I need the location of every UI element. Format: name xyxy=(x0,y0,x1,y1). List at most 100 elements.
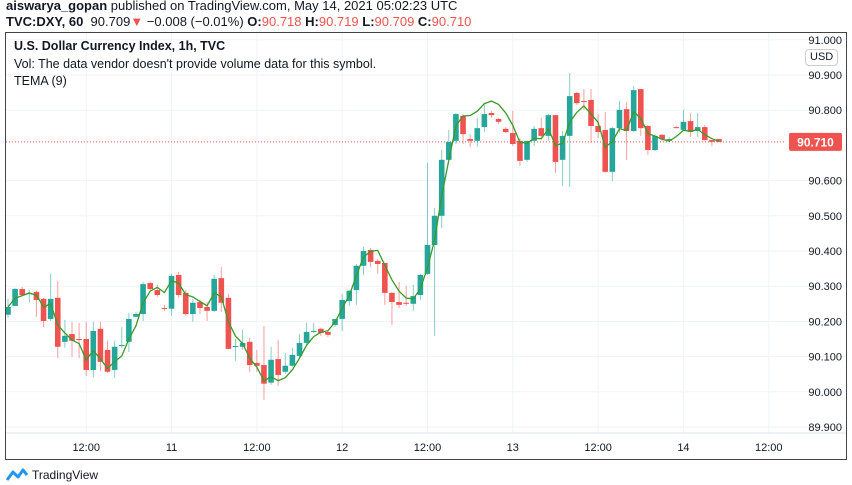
candle-body xyxy=(47,298,54,319)
chart-title: U.S. Dollar Currency Index, 1h, TVC xyxy=(14,39,226,53)
candle-body xyxy=(325,331,331,335)
candle xyxy=(652,134,658,152)
candle-body xyxy=(303,331,310,343)
currency-button[interactable]: USD xyxy=(805,49,839,66)
chart-frame xyxy=(5,32,847,460)
candle xyxy=(111,340,118,378)
candle-body xyxy=(630,90,637,131)
candle xyxy=(12,287,18,306)
candle-body xyxy=(318,328,324,334)
high-value: 90.719 xyxy=(318,14,359,29)
y-tick-label: 89.900 xyxy=(808,422,842,434)
candle-body xyxy=(687,121,694,133)
candle-body xyxy=(218,278,225,303)
candle xyxy=(190,298,196,322)
candle-body xyxy=(552,115,559,162)
author-name[interactable]: aiswarya_gopan xyxy=(6,0,108,13)
candle-body xyxy=(566,96,573,136)
candle-body xyxy=(154,290,161,295)
candle xyxy=(76,322,82,359)
candle-body xyxy=(225,297,232,349)
candle-body xyxy=(389,292,395,303)
candle-body xyxy=(659,134,665,140)
candle-body xyxy=(488,113,495,116)
candle xyxy=(175,271,182,298)
candle xyxy=(389,291,395,325)
x-tick-label: 12:00 xyxy=(584,442,612,454)
candle-body xyxy=(495,119,502,122)
candle xyxy=(133,311,139,317)
candle-body xyxy=(261,365,267,384)
candle xyxy=(47,273,54,322)
candle xyxy=(709,140,715,147)
tradingview-logo[interactable]: TradingView xyxy=(6,468,98,482)
candle-body xyxy=(168,275,175,309)
candle-body xyxy=(467,139,473,141)
candle xyxy=(446,129,452,160)
candle xyxy=(353,264,360,305)
candle xyxy=(559,130,566,186)
candle xyxy=(325,330,331,337)
volume-note: Vol: The data vendor doesn't provide vol… xyxy=(14,57,377,71)
candle-body xyxy=(609,128,616,172)
x-tick-label: 12 xyxy=(336,442,348,454)
y-tick-label: 90.000 xyxy=(808,387,842,399)
candle-body xyxy=(446,141,452,160)
candle xyxy=(382,262,388,305)
symbol-info: TVC:DXY, 60 90.709▼ −0.008 (−0.01%) O:90… xyxy=(6,14,471,29)
candle-body xyxy=(76,339,82,341)
x-tick-label: 12:00 xyxy=(414,442,442,454)
candle-body xyxy=(623,109,630,131)
y-tick-label: 90.600 xyxy=(808,176,842,188)
publish-text: published on TradingView.com, May 14, 20… xyxy=(107,0,458,13)
candle xyxy=(574,91,580,105)
candle-body xyxy=(602,129,609,172)
candle xyxy=(510,110,516,147)
candle-body xyxy=(211,278,217,311)
x-tick-label: 14 xyxy=(677,442,689,454)
candle xyxy=(673,126,680,129)
candle-body xyxy=(182,292,189,315)
candle xyxy=(609,127,616,181)
low-value: 90.709 xyxy=(374,14,415,29)
candle xyxy=(396,281,402,309)
y-tick-label: 90.500 xyxy=(808,211,842,223)
candle xyxy=(524,140,530,162)
candle xyxy=(595,114,601,139)
candle-body xyxy=(438,159,445,216)
last-value: 90.709 xyxy=(90,14,131,29)
candle-body xyxy=(403,302,409,304)
candle-body xyxy=(481,114,488,128)
candle xyxy=(118,327,125,348)
candle-body xyxy=(140,284,146,315)
candle xyxy=(161,304,168,311)
candle-body xyxy=(474,128,481,141)
candle-body xyxy=(104,349,111,372)
candle xyxy=(40,297,47,328)
candle xyxy=(424,163,431,275)
y-tick-label: 90.900 xyxy=(808,70,842,82)
candle xyxy=(268,346,274,385)
candle-body xyxy=(310,330,317,332)
candle xyxy=(502,127,509,134)
candle xyxy=(54,280,61,359)
candle-body xyxy=(12,289,18,306)
indicator-label[interactable]: TEMA (9) xyxy=(14,74,67,88)
candle-body xyxy=(147,283,153,290)
candle-body xyxy=(680,121,687,130)
x-tick-label: 11 xyxy=(166,442,177,454)
candle-body xyxy=(637,89,644,129)
x-tick-label: 12:00 xyxy=(755,442,783,454)
candle-body xyxy=(83,339,90,370)
candle-body xyxy=(510,133,516,144)
last-price-label: 90.710 xyxy=(797,135,834,149)
candle-body xyxy=(133,314,139,317)
publish-info: aiswarya_gopan published on TradingView.… xyxy=(6,0,457,13)
candle-body xyxy=(204,306,210,311)
candle-body xyxy=(431,215,438,246)
candle xyxy=(645,124,651,155)
open-value: 90.718 xyxy=(261,14,302,29)
high-label: H: xyxy=(305,14,319,29)
candle xyxy=(481,103,488,133)
